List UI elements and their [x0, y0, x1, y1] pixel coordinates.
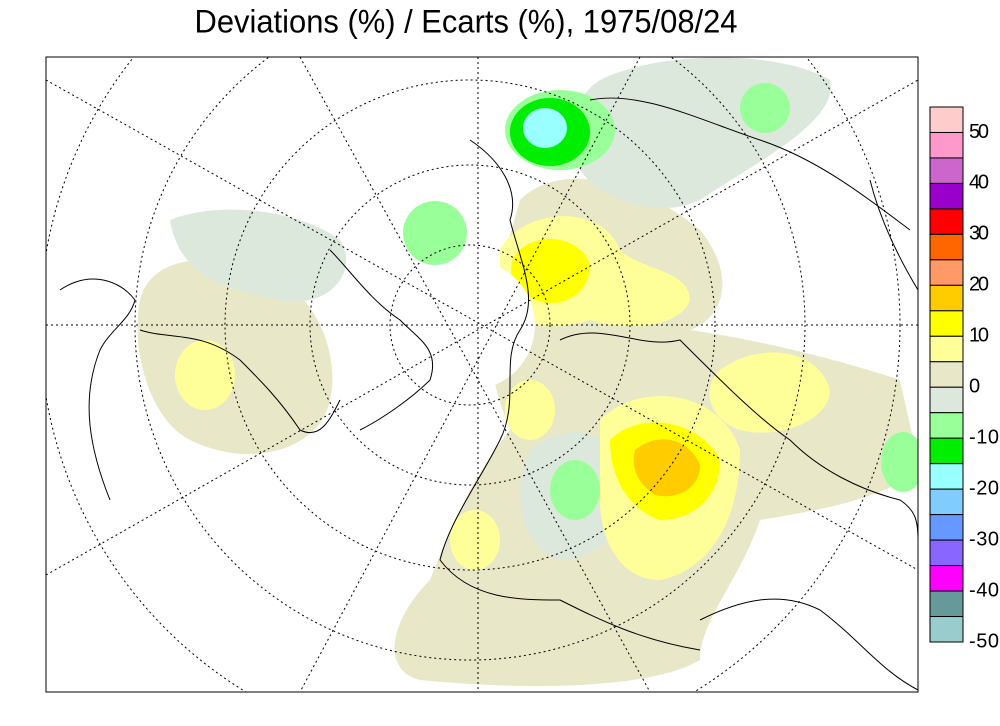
legend-label: 40 [969, 172, 989, 194]
legend-swatch [929, 131, 964, 159]
legend-label: -10 [969, 426, 999, 448]
legend-label: 30 [969, 223, 989, 245]
legend-swatch [929, 335, 964, 363]
legend-swatch [929, 616, 964, 643]
legend-swatch [929, 208, 964, 235]
map [46, 57, 918, 692]
legend-swatch [929, 182, 964, 210]
legend-swatch [929, 106, 964, 133]
legend-swatch [929, 259, 964, 286]
legend-swatch [929, 412, 964, 439]
legend-swatch [929, 310, 964, 337]
legend-swatch [929, 386, 964, 414]
legend-swatch [929, 565, 964, 592]
legend-swatch [929, 361, 964, 388]
graticule [46, 57, 918, 692]
legend-label: 0 [969, 376, 980, 398]
legend-swatch [929, 284, 964, 312]
legend-swatch [929, 157, 964, 184]
coastline [59, 97, 918, 691]
map-title: Deviations (%) / Ecarts (%), 1975/08/24 [195, 3, 738, 39]
legend-label: -30 [969, 528, 999, 550]
legend-label: -20 [969, 477, 999, 499]
legend-label: -40 [969, 579, 999, 601]
legend-swatch [929, 539, 964, 567]
legend-swatch [929, 514, 964, 541]
legend-swatch [929, 437, 964, 465]
legend-swatch [929, 590, 964, 618]
map-frame [45, 56, 919, 693]
legend-swatch [929, 463, 964, 490]
anomaly-field [137, 57, 918, 686]
color-legend: 50 40 30 20 10 0 -10 -20 -30 -40 -50 [929, 106, 999, 652]
legend-label: -50 [969, 630, 999, 652]
legend-swatch [929, 488, 964, 516]
legend-label: 10 [969, 325, 989, 347]
legend-label: 20 [969, 274, 989, 296]
legend-label: 50 [969, 121, 989, 143]
legend-swatch [929, 233, 964, 261]
